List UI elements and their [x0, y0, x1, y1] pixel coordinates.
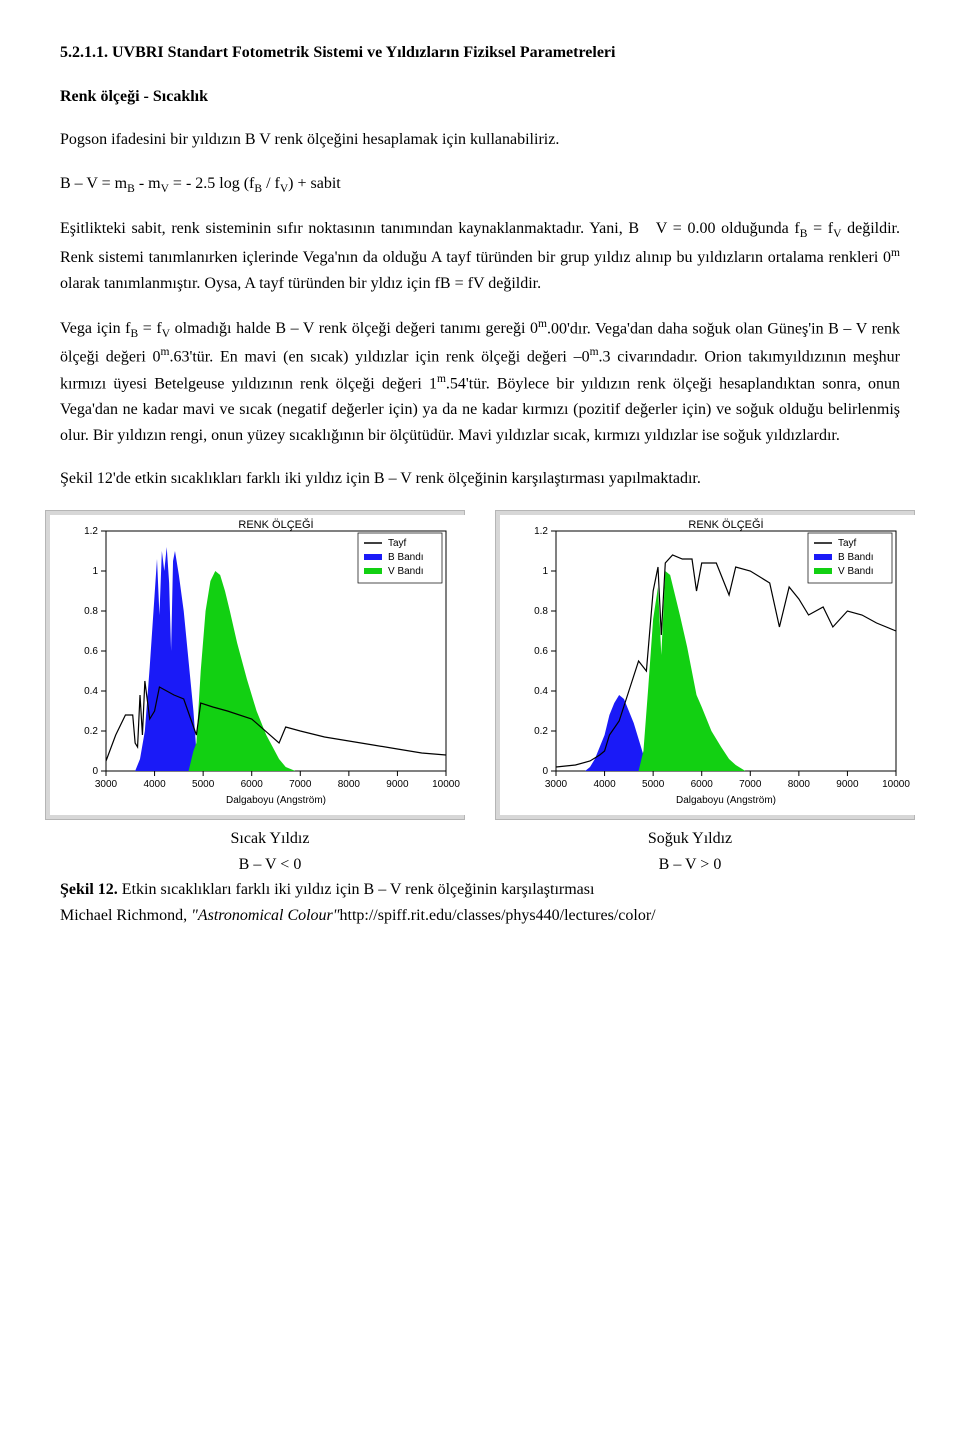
- chart-hot-wrap: 3000 4000 5000 6000 7000 8000 9000 10000 0 0.2 0.4…: [45, 510, 465, 820]
- svg-text:10000: 10000: [882, 779, 910, 790]
- figure-row: 3000 4000 5000 6000 7000 8000 9000 10000 0 0.2 0.4…: [60, 510, 900, 820]
- svg-text:0: 0: [92, 766, 98, 777]
- svg-text:7000: 7000: [289, 779, 312, 790]
- equation-line: B – V = mB - mV = - 2.5 log (fB / fV) + …: [60, 171, 900, 199]
- svg-text:V Bandı: V Bandı: [388, 566, 424, 577]
- svg-text:4000: 4000: [143, 779, 166, 790]
- svg-text:Dalgaboyu (Angström): Dalgaboyu (Angström): [676, 795, 776, 806]
- credit-title: "Astronomical Colour": [191, 907, 339, 924]
- chart-hot: 3000 4000 5000 6000 7000 8000 9000 10000 0 0.2 0.4…: [50, 515, 470, 815]
- svg-text:B Bandı: B Bandı: [388, 552, 424, 563]
- caption-hot-cond: B – V < 0: [60, 852, 480, 878]
- svg-text:3000: 3000: [95, 779, 118, 790]
- figure-caption: Sıcak Yıldız Soğuk Yıldız B – V < 0 B – …: [60, 826, 900, 928]
- caption-cool-cond: B – V > 0: [480, 852, 900, 878]
- para2-b: olarak tanımlanmıştır. Oysa, A tayf türü…: [60, 275, 541, 292]
- paragraph-3: Vega için fB = fV olmadığı halde B – V r…: [60, 315, 900, 449]
- svg-text:Tayf: Tayf: [838, 538, 857, 549]
- svg-text:0.4: 0.4: [84, 686, 98, 697]
- svg-text:1.2: 1.2: [84, 526, 98, 537]
- svg-text:RENK ÖLÇEĞİ: RENK ÖLÇEĞİ: [688, 518, 763, 531]
- svg-text:8000: 8000: [338, 779, 361, 790]
- para3-c: .63'tür. En mavi (en sıcak) yıldızlar iç…: [169, 349, 589, 366]
- paragraph-intro: Pogson ifadesini bir yıldızın B V renk ö…: [60, 127, 900, 153]
- svg-text:7000: 7000: [739, 779, 762, 790]
- svg-text:9000: 9000: [386, 779, 409, 790]
- caption-figtext: Etkin sıcaklıkları farklı iki yıldız içi…: [122, 881, 595, 898]
- paragraph-4: Şekil 12'de etkin sıcaklıkları farklı ik…: [60, 466, 900, 492]
- svg-text:0.2: 0.2: [534, 726, 548, 737]
- subsection-heading: Renk ölçeği - Sıcaklık: [60, 84, 900, 110]
- svg-text:0.6: 0.6: [84, 646, 98, 657]
- svg-text:RENK ÖLÇEĞİ: RENK ÖLÇEĞİ: [238, 518, 313, 531]
- chart-cool-frame: 3000 4000 5000 6000 7000 8000 9000 10000 0 0.2 0.4…: [495, 510, 915, 820]
- svg-text:Tayf: Tayf: [388, 538, 407, 549]
- chart-hot-frame: 3000 4000 5000 6000 7000 8000 9000 10000 0 0.2 0.4…: [45, 510, 465, 820]
- svg-text:1.2: 1.2: [534, 526, 548, 537]
- caption-figline: Şekil 12.: [60, 881, 118, 898]
- para3-a: Vega için fB = fV olmadığı halde B – V r…: [60, 320, 538, 337]
- svg-text:Dalgaboyu (Angström): Dalgaboyu (Angström): [226, 795, 326, 806]
- svg-text:0: 0: [542, 766, 548, 777]
- caption-hot-label: Sıcak Yıldız: [60, 826, 480, 852]
- svg-text:1: 1: [92, 566, 98, 577]
- chart-cool: 3000 4000 5000 6000 7000 8000 9000 10000 0 0.2 0.4…: [500, 515, 920, 815]
- svg-text:0.2: 0.2: [84, 726, 98, 737]
- credit-url: http://spiff.rit.edu/classes/phys440/lec…: [340, 907, 656, 924]
- caption-cool-label: Soğuk Yıldız: [480, 826, 900, 852]
- para2-a: Eşitlikteki sabit, renk sisteminin sıfır…: [60, 220, 900, 266]
- svg-text:5000: 5000: [642, 779, 665, 790]
- svg-text:0.4: 0.4: [534, 686, 548, 697]
- svg-text:4000: 4000: [593, 779, 616, 790]
- svg-text:0.6: 0.6: [534, 646, 548, 657]
- credit-author: Michael Richmond,: [60, 907, 191, 924]
- svg-text:9000: 9000: [836, 779, 859, 790]
- chart-cool-wrap: 3000 4000 5000 6000 7000 8000 9000 10000 0 0.2 0.4…: [495, 510, 915, 820]
- svg-text:5000: 5000: [192, 779, 215, 790]
- svg-text:0.8: 0.8: [84, 606, 98, 617]
- svg-text:8000: 8000: [788, 779, 811, 790]
- svg-text:10000: 10000: [432, 779, 460, 790]
- svg-text:V Bandı: V Bandı: [838, 566, 874, 577]
- svg-text:3000: 3000: [545, 779, 568, 790]
- svg-text:B Bandı: B Bandı: [838, 552, 874, 563]
- svg-text:0.8: 0.8: [534, 606, 548, 617]
- svg-text:1: 1: [542, 566, 548, 577]
- svg-text:6000: 6000: [241, 779, 264, 790]
- section-heading: 5.2.1.1. UVBRI Standart Fotometrik Siste…: [60, 40, 900, 66]
- paragraph-2: Eşitlikteki sabit, renk sisteminin sıfır…: [60, 216, 900, 296]
- svg-text:6000: 6000: [691, 779, 714, 790]
